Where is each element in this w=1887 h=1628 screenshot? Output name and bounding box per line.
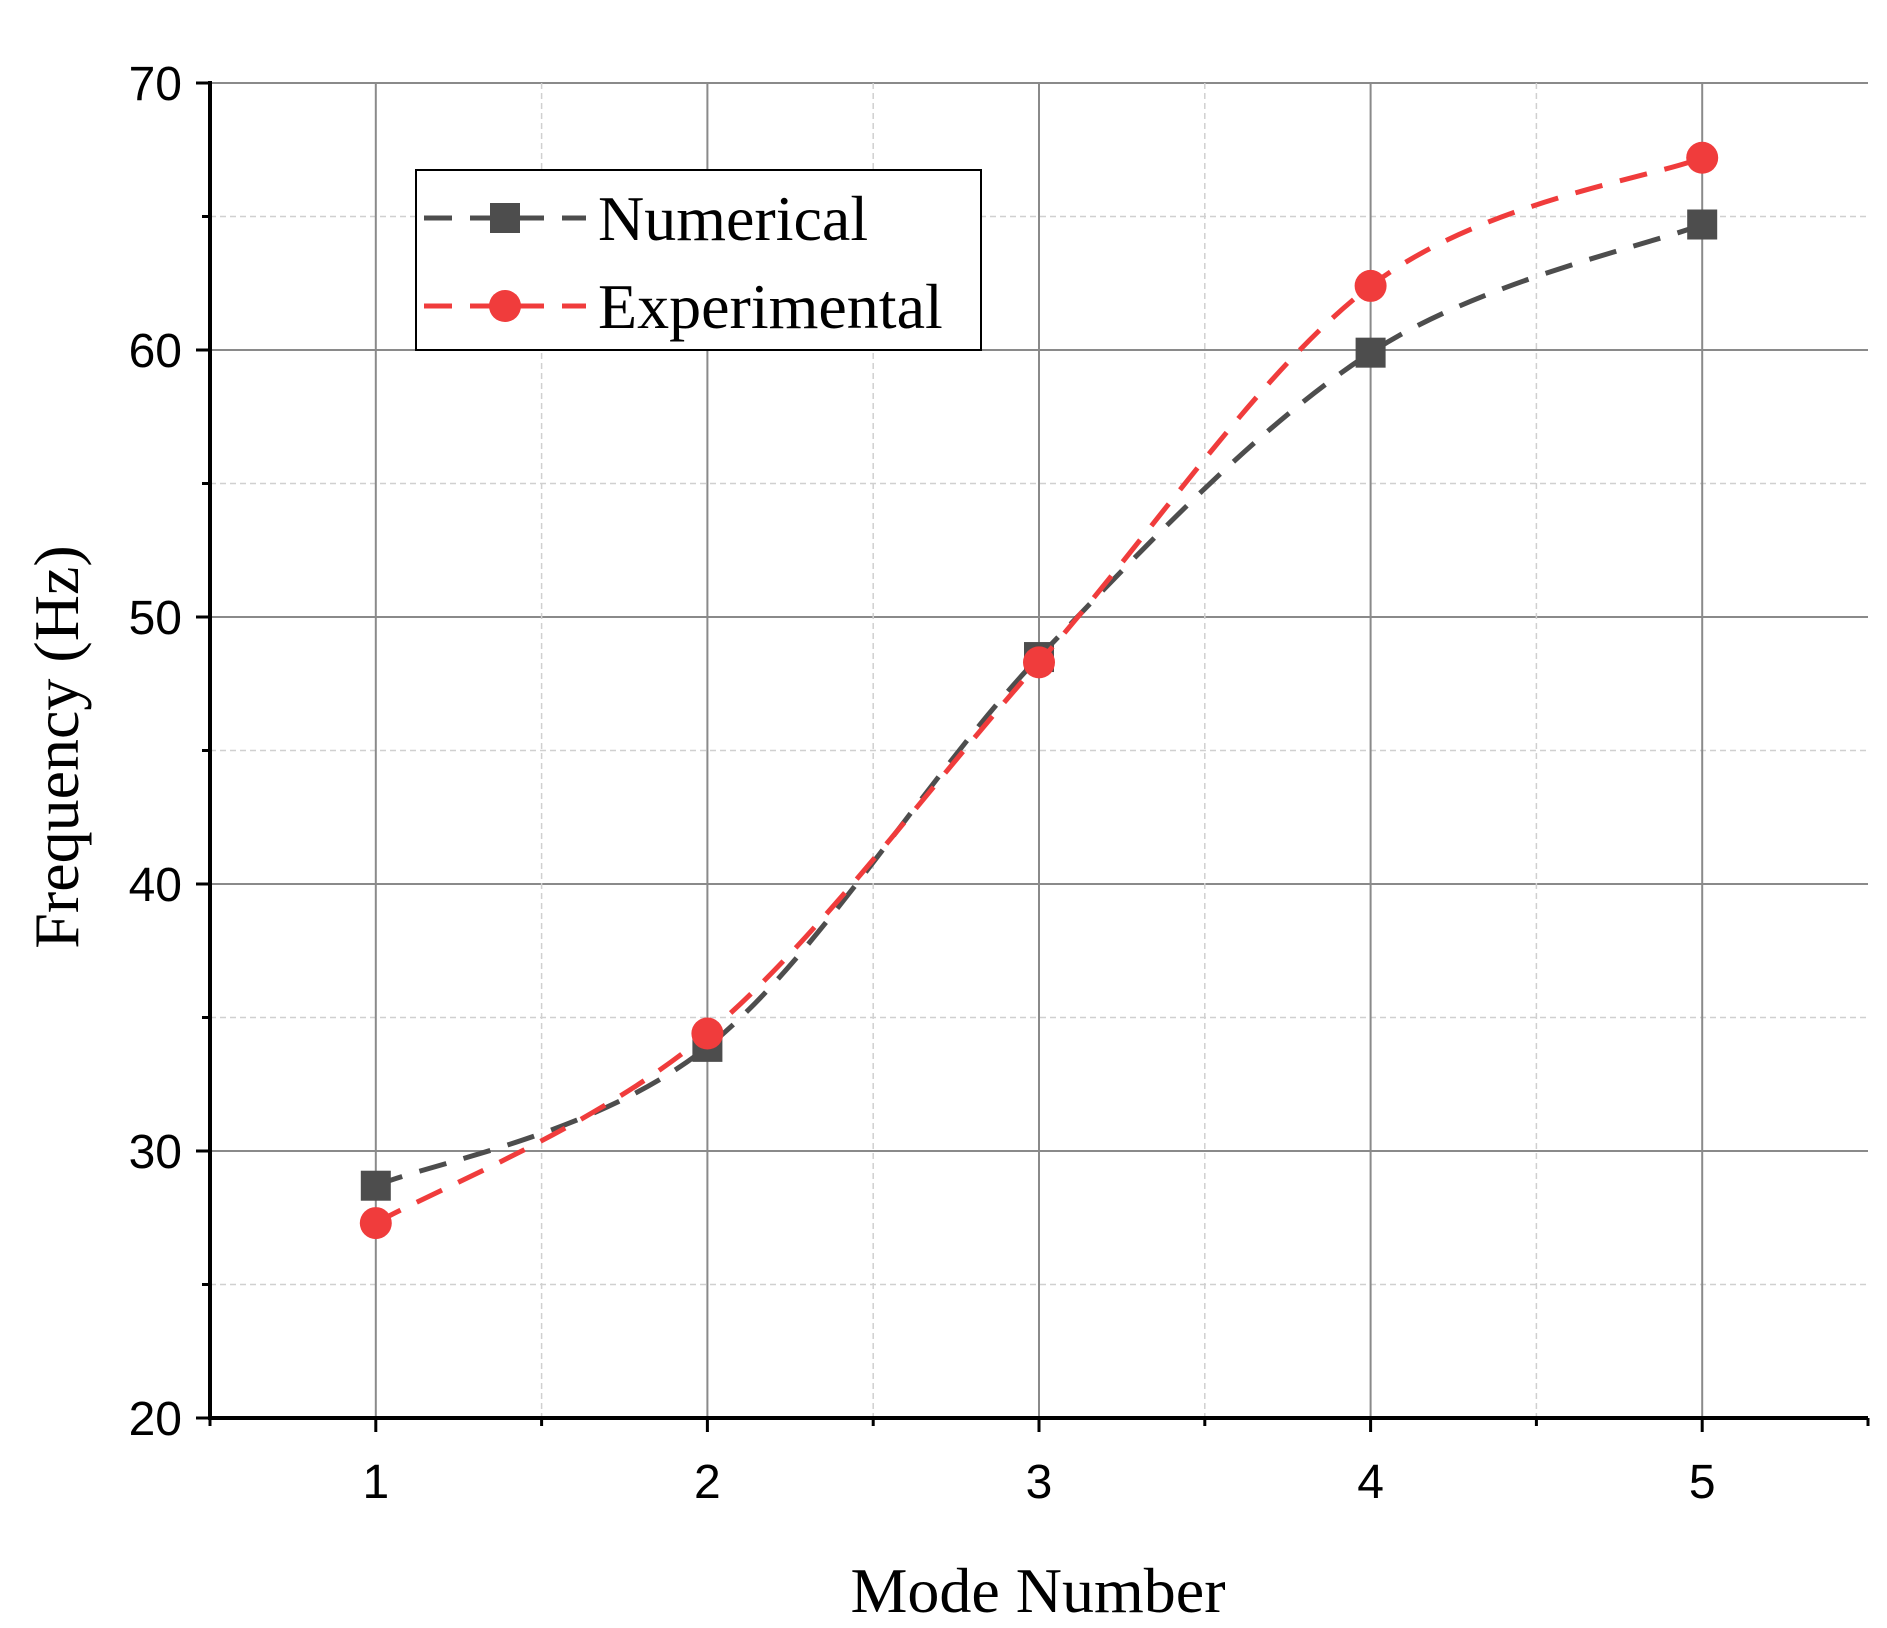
- experimental-series: [359, 141, 1719, 1240]
- experimental-point: [1686, 141, 1719, 174]
- experimental-point: [1354, 269, 1387, 302]
- y-tick-label: 50: [129, 592, 182, 645]
- numerical-point: [1355, 337, 1386, 368]
- numerical-legend-marker: [490, 203, 520, 233]
- data-series: [359, 141, 1719, 1240]
- y-tick-label: 70: [129, 58, 182, 111]
- x-tick-label: 1: [362, 1456, 389, 1509]
- experimental-point: [1023, 646, 1055, 679]
- experimental-point: [359, 1207, 392, 1240]
- tick-labels: 20 30 40 50 60 70 1 2 3 4 5: [129, 58, 1716, 1509]
- x-axis-title: Mode Number: [850, 1555, 1225, 1626]
- x-tick-label: 4: [1357, 1456, 1384, 1509]
- x-tick-label: 2: [694, 1456, 721, 1509]
- experimental-point: [691, 1017, 724, 1050]
- legend: Numerical Experimental: [415, 169, 982, 351]
- experimental-legend-label: Experimental: [598, 271, 943, 342]
- x-tick-label: 3: [1026, 1456, 1053, 1509]
- experimental-legend-marker: [489, 290, 521, 322]
- y-tick-label: 60: [129, 325, 182, 378]
- y-tick-label: 40: [129, 859, 182, 912]
- y-tick-label: 20: [129, 1393, 182, 1446]
- numerical-legend-label: Numerical: [598, 183, 868, 254]
- x-tick-label: 5: [1689, 1456, 1716, 1509]
- axes: [196, 81, 1870, 1432]
- numerical-point: [360, 1170, 391, 1201]
- y-axis-title: Frequency (Hz): [21, 545, 92, 948]
- numerical-point: [1687, 209, 1718, 240]
- y-tick-label: 30: [129, 1126, 182, 1179]
